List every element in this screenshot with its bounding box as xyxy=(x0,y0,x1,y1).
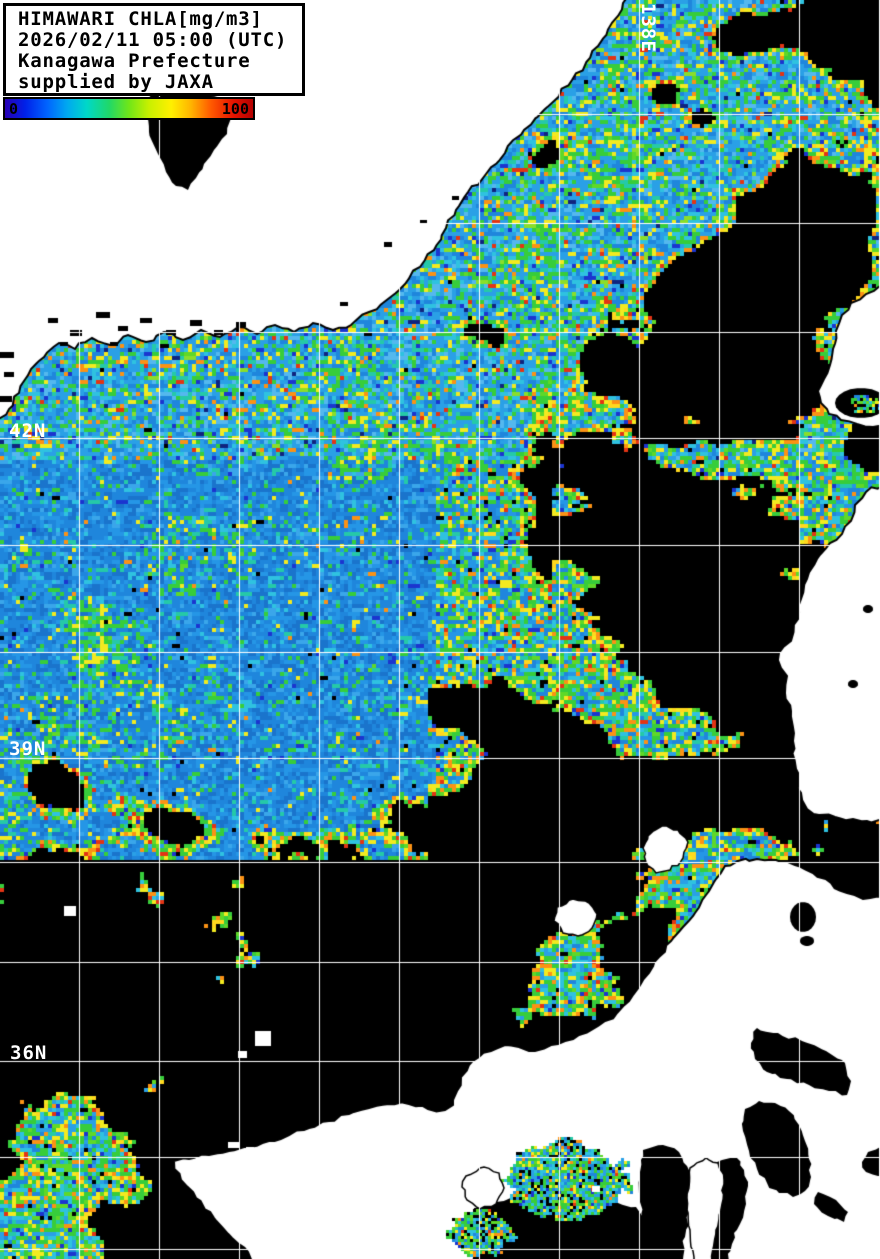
product-info-panel: HIMAWARI CHLA[mg/m3] 2026/02/11 05:00 (U… xyxy=(3,3,305,96)
color-scale-max-label: 100 xyxy=(221,100,249,118)
lat-label-39n: 39N xyxy=(9,738,47,760)
product-credit: supplied by JAXA xyxy=(18,71,214,93)
product-title: HIMAWARI CHLA[mg/m3] xyxy=(18,8,263,30)
lon-label-138e: 138E xyxy=(637,3,659,53)
color-scale-bar: 0 100 xyxy=(3,97,255,120)
product-datetime: 2026/02/11 05:00 (UTC) xyxy=(18,29,288,51)
lat-label-36n: 36N xyxy=(10,1042,48,1064)
lat-label-42n: 42N xyxy=(9,420,47,442)
color-scale-min-label: 0 xyxy=(9,100,19,118)
product-region: Kanagawa Prefecture xyxy=(18,50,251,72)
